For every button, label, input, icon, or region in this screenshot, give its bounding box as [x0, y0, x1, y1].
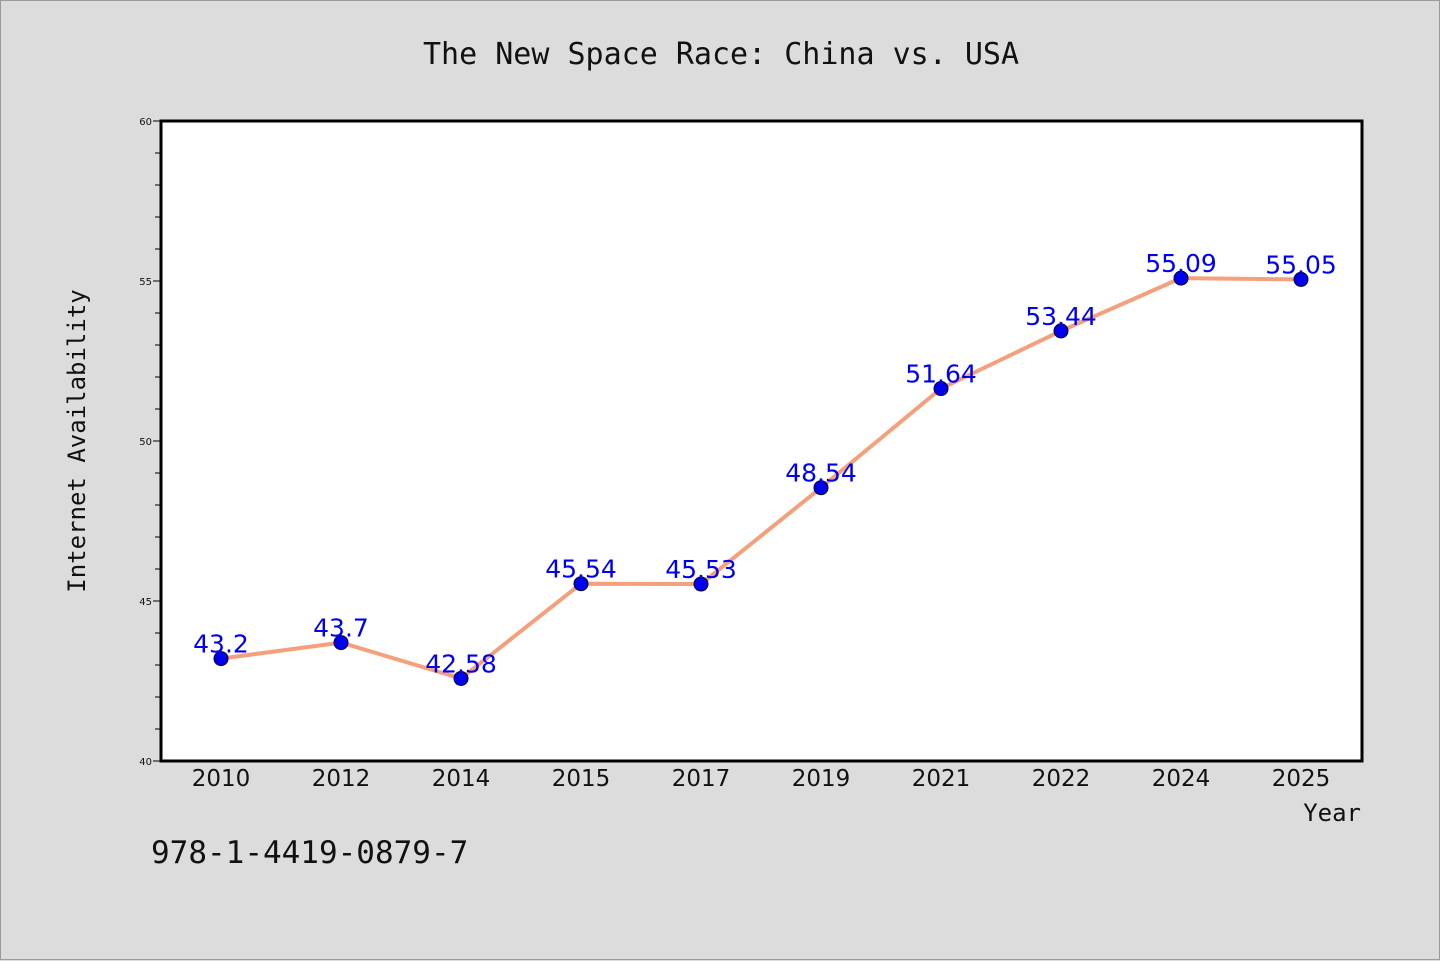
plot-area: [159, 119, 1364, 763]
y-tick-label: 60: [139, 117, 152, 128]
x-axis-label: Year: [1303, 799, 1361, 827]
x-tick-label: 2025: [1272, 766, 1331, 792]
x-tick-label: 2022: [1032, 766, 1091, 792]
x-tick-label: 2010: [192, 766, 251, 792]
y-axis: 40 45 50 55 60: [139, 117, 161, 768]
y-tick-label: 50: [139, 437, 152, 448]
data-point: [813, 480, 829, 496]
data-point: [333, 635, 349, 651]
isbn-text: 978-1-4419-0879-7: [151, 835, 469, 871]
data-label: 43.7: [313, 614, 369, 643]
data-label: 45.53: [665, 555, 737, 584]
data-point: [453, 670, 469, 686]
data-point: [1173, 270, 1189, 286]
data-point: [1053, 323, 1069, 339]
data-point: [933, 381, 949, 397]
series-layer: 43.2 43.7 42.58 45.54 45.53 48.54 51.64 53.44 55…: [193, 249, 1337, 686]
chart-title: The New Space Race: China vs. USA: [423, 37, 1019, 72]
x-tick-label: 2021: [912, 766, 971, 792]
data-point: [1293, 271, 1309, 287]
data-label: 53.44: [1025, 302, 1097, 331]
data-label: 55.05: [1265, 250, 1337, 279]
x-axis: 2010 2012 2014 2015 2017 2019 2021 2022 2024 2025: [192, 766, 1331, 792]
y-tick-label: 45: [139, 597, 152, 608]
data-point: [693, 576, 709, 592]
data-label: 51.64: [905, 360, 977, 389]
x-tick-label: 2015: [552, 766, 611, 792]
data-point: [573, 576, 589, 592]
x-tick-label: 2012: [312, 766, 371, 792]
y-tick-label: 40: [139, 757, 152, 768]
y-axis-label: Internet Availability: [63, 289, 91, 592]
x-tick-label: 2017: [672, 766, 731, 792]
data-label: 55.09: [1145, 249, 1217, 278]
data-label: 43.2: [193, 630, 249, 659]
x-tick-label: 2014: [432, 766, 491, 792]
data-label: 45.54: [545, 555, 617, 584]
data-point: [213, 651, 229, 667]
x-tick-label: 2024: [1152, 766, 1211, 792]
x-tick-label: 2019: [792, 766, 851, 792]
data-label: 48.54: [785, 459, 857, 488]
series-line: [219, 276, 1303, 681]
y-tick-label: 55: [139, 277, 152, 288]
data-label: 42.58: [425, 649, 497, 678]
